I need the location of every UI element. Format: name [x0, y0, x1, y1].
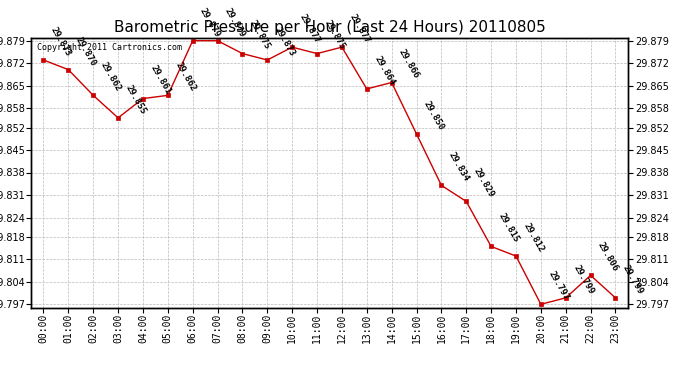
- Text: 29.866: 29.866: [397, 48, 421, 80]
- Text: 29.875: 29.875: [323, 19, 346, 51]
- Text: 29.829: 29.829: [472, 167, 495, 199]
- Text: 29.877: 29.877: [348, 12, 371, 45]
- Text: 29.862: 29.862: [173, 61, 197, 93]
- Text: 29.861: 29.861: [148, 64, 172, 96]
- Text: 29.864: 29.864: [373, 54, 396, 87]
- Text: 29.834: 29.834: [447, 151, 471, 183]
- Text: 29.873: 29.873: [49, 26, 73, 58]
- Text: 29.850: 29.850: [422, 99, 446, 132]
- Text: 29.806: 29.806: [596, 241, 620, 273]
- Text: 29.862: 29.862: [99, 61, 123, 93]
- Text: 29.797: 29.797: [546, 270, 571, 302]
- Text: 29.812: 29.812: [522, 222, 546, 254]
- Text: 29.879: 29.879: [223, 6, 247, 39]
- Text: 29.815: 29.815: [497, 212, 520, 244]
- Text: 29.875: 29.875: [248, 19, 272, 51]
- Text: 29.879: 29.879: [198, 6, 222, 39]
- Text: 29.873: 29.873: [273, 26, 297, 58]
- Text: Copyright 2011 Cartronics.com: Copyright 2011 Cartronics.com: [37, 43, 182, 52]
- Text: 29.870: 29.870: [74, 35, 98, 68]
- Text: 29.799: 29.799: [621, 263, 645, 296]
- Text: 29.799: 29.799: [571, 263, 595, 296]
- Title: Barometric Pressure per Hour (Last 24 Hours) 20110805: Barometric Pressure per Hour (Last 24 Ho…: [114, 20, 545, 35]
- Text: 29.877: 29.877: [297, 12, 322, 45]
- Text: 29.855: 29.855: [124, 83, 148, 116]
